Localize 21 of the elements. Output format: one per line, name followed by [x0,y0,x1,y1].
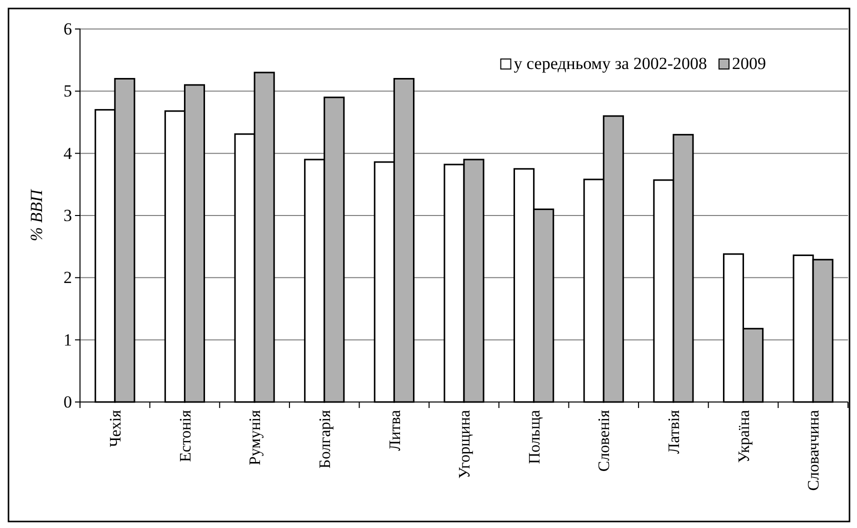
y-tick-label: 4 [64,144,72,163]
y-tick-label: 6 [64,19,72,38]
y-tick-label: 1 [64,330,72,350]
x-tick-label: Словенія [596,409,614,472]
legend-label: у середньому за 2002-2008 [514,54,707,73]
x-tick-label: Угорщина [456,410,474,479]
x-tick-label: Естонія [177,409,194,462]
y-tick-label: 5 [64,82,72,101]
y-tick-label: 3 [64,206,72,225]
x-tick-label: Україна [736,410,753,463]
y-tick-label: 2 [64,268,72,288]
legend-label: 2009 [732,54,766,73]
y-axis-title: % ВВП [27,188,46,242]
x-tick-label: Польща [526,410,544,464]
x-tick-label: Чехія [108,409,125,448]
y-tick-label: 0 [64,392,72,412]
x-tick-label: Болгарія [316,409,334,468]
x-tick-label: Латвія [666,409,684,454]
x-tick-label: Литва [386,410,404,451]
x-tick-label: Румунія [247,409,264,466]
x-tick-label: Словаччина [806,410,823,491]
